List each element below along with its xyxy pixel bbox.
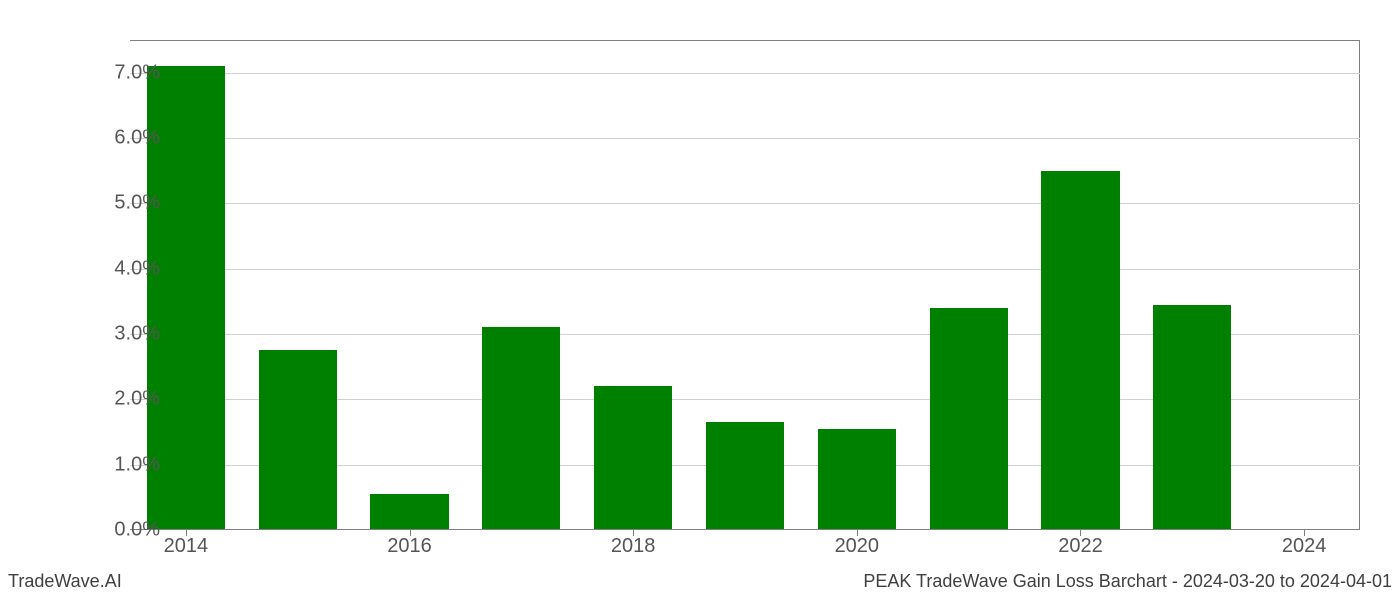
bar-2016: [370, 494, 448, 530]
x-axis-baseline: [130, 529, 1360, 530]
y-tick-label: 7.0%: [60, 61, 160, 84]
x-tick-mark: [1304, 530, 1305, 536]
footer-brand: TradeWave.AI: [8, 571, 122, 592]
y-tick-label: 0.0%: [60, 519, 160, 542]
x-tick-label: 2014: [164, 535, 209, 558]
x-tick-mark: [857, 530, 858, 536]
x-tick-label: 2022: [1058, 535, 1103, 558]
x-tick-mark: [633, 530, 634, 536]
chart-plot-area: [130, 40, 1360, 530]
x-tick-mark: [1080, 530, 1081, 536]
x-tick-mark: [186, 530, 187, 536]
bar-2018: [594, 386, 672, 530]
y-tick-label: 4.0%: [60, 257, 160, 280]
y-tick-label: 5.0%: [60, 192, 160, 215]
bar-2019: [706, 422, 784, 530]
gridline: [130, 138, 1360, 139]
bar-2023: [1153, 305, 1231, 530]
footer-caption: PEAK TradeWave Gain Loss Barchart - 2024…: [863, 571, 1392, 592]
bar-2022: [1041, 171, 1119, 530]
y-tick-label: 6.0%: [60, 127, 160, 150]
bar-2021: [930, 308, 1008, 530]
y-tick-label: 2.0%: [60, 388, 160, 411]
x-tick-label: 2024: [1282, 535, 1327, 558]
x-tick-label: 2016: [387, 535, 432, 558]
gridline: [130, 203, 1360, 204]
bar-2020: [818, 429, 896, 530]
gridline: [130, 73, 1360, 74]
x-tick-label: 2020: [835, 535, 880, 558]
y-tick-label: 1.0%: [60, 453, 160, 476]
gridline: [130, 269, 1360, 270]
y-tick-label: 3.0%: [60, 323, 160, 346]
x-tick-mark: [410, 530, 411, 536]
x-tick-label: 2018: [611, 535, 656, 558]
bar-2015: [259, 350, 337, 530]
bar-2017: [482, 327, 560, 530]
